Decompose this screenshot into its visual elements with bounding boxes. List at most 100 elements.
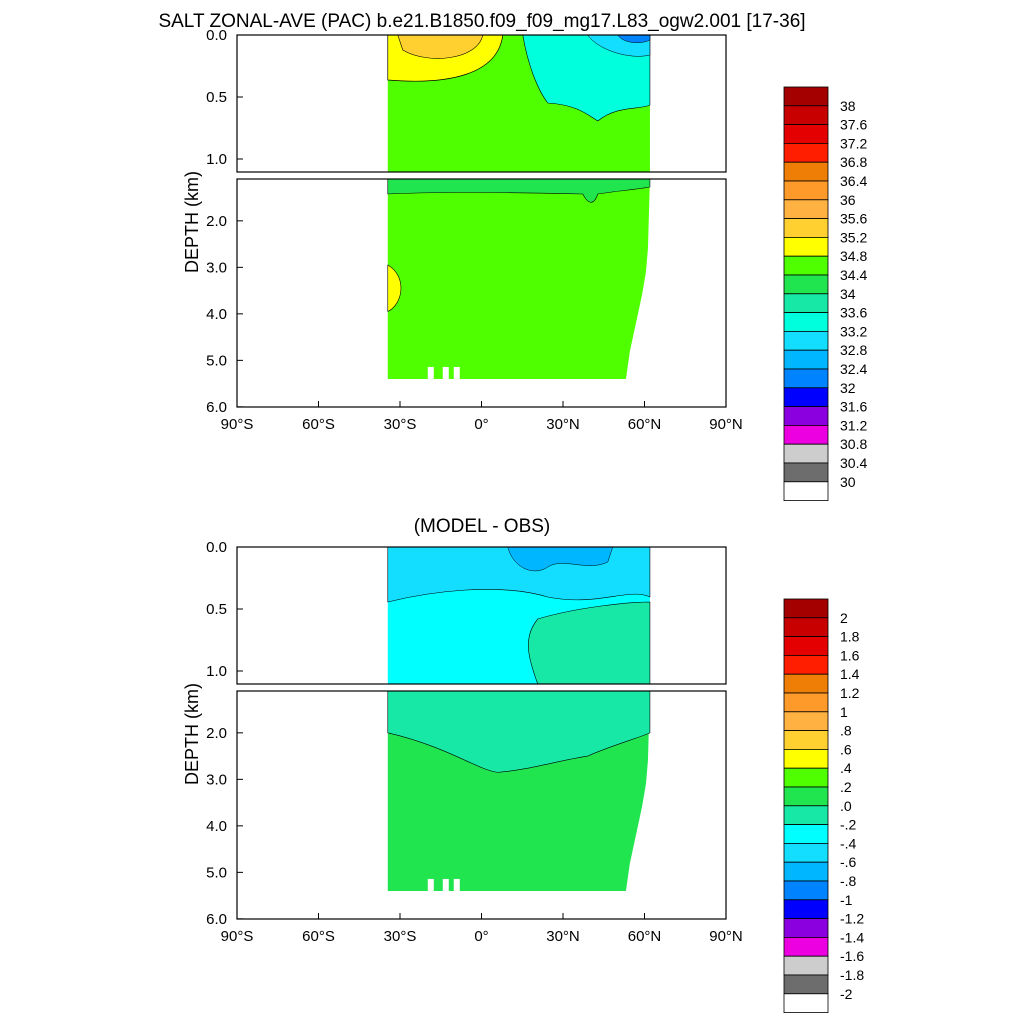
upper-panel-frame — [236, 34, 727, 173]
colorbar-swatch — [783, 236, 829, 257]
colorbar-label: 36 — [840, 192, 856, 208]
xtick-label: 90°N — [709, 928, 743, 945]
colorbar-swatch — [783, 598, 829, 619]
upper-panel-frame — [236, 546, 727, 685]
colorbar-label: 31.2 — [840, 417, 867, 433]
colorbar-label: 32 — [840, 380, 856, 396]
colorbar-label: 37.6 — [840, 117, 867, 133]
anomaly-neg-core — [507, 547, 614, 572]
bathymetry-gap-0 — [427, 878, 434, 891]
colorbar-label: -2 — [840, 986, 853, 1002]
colorbar-swatch — [783, 349, 829, 370]
colorbar-label: 34.4 — [840, 267, 867, 283]
chart-model-minus-obs: (MODEL - OBS)0.00.51.02.03.04.05.06.0DEP… — [182, 516, 864, 1013]
ytick-label: 5.0 — [206, 352, 227, 369]
colorbar-label: -1.8 — [840, 967, 864, 983]
xtick-label: 60°N — [628, 928, 662, 945]
colorbar-label: .8 — [840, 723, 852, 739]
xtick-label: 60°N — [628, 416, 662, 433]
upper-panel-fill — [387, 35, 651, 172]
colorbar-label: 37.2 — [840, 135, 867, 151]
colorbar-label: .4 — [840, 760, 852, 776]
colorbar-swatch — [783, 673, 829, 694]
colorbar-label: 36.8 — [840, 154, 867, 170]
colorbar-swatch — [783, 312, 829, 332]
colorbar-swatch — [783, 899, 829, 919]
ytick-label: 1.0 — [206, 151, 227, 168]
colorbar-swatch — [783, 861, 829, 882]
colorbar-label: 35.2 — [840, 229, 867, 245]
colorbar-swatch — [783, 142, 829, 163]
colorbar-swatch — [783, 730, 829, 750]
colorbar-swatch — [783, 293, 829, 313]
chart-salt-zonal-ave: 0.0 0.5 1.0 2.0 3.0 4.0 5.0 6.0 DEPTH (km) 90°S 60… — [182, 27, 867, 501]
colorbar-swatch — [783, 255, 829, 276]
colorbar-label: .2 — [840, 779, 852, 795]
colorbar-label: -1.4 — [840, 929, 864, 945]
colorbar-swatch — [783, 824, 829, 844]
ytick-label: 6.0 — [206, 911, 227, 928]
colorbar-swatch — [783, 424, 829, 445]
colorbar-label: 34.8 — [840, 248, 867, 264]
bathymetry-gap-2 — [453, 366, 460, 379]
colorbar-swatch — [783, 161, 829, 182]
lower-panel-fill — [387, 691, 651, 891]
colorbar-label: 34 — [840, 286, 856, 302]
colorbar-label: .0 — [840, 798, 852, 814]
colorbar-label: -1.6 — [840, 948, 864, 964]
colorbar-swatch — [783, 955, 829, 976]
colorbar-swatch — [783, 655, 829, 675]
basin-fill-lower — [387, 179, 650, 379]
colorbar-swatch — [783, 124, 829, 144]
lower-panel-fill — [387, 179, 651, 379]
colorbar-label: 1.8 — [840, 629, 860, 645]
ytick-label: 0.5 — [206, 601, 227, 618]
xtick-label: 60°S — [302, 416, 335, 433]
colorbar-swatch — [783, 406, 829, 426]
colorbar-label: .6 — [840, 741, 852, 757]
bathymetry-gap-0 — [427, 366, 434, 379]
colorbar-swatch — [783, 636, 829, 656]
colorbar-label: -.8 — [840, 873, 857, 889]
y-axis-label: DEPTH (km) — [182, 683, 202, 785]
bathymetry-gap-2 — [453, 878, 460, 891]
xtick-label: 30°N — [546, 928, 580, 945]
ytick-label: 5.0 — [206, 864, 227, 881]
xtick-label: 0° — [474, 928, 488, 945]
colorbar-swatch — [783, 711, 829, 731]
ytick-label: 4.0 — [206, 306, 227, 323]
upper-panel-fill — [387, 547, 651, 684]
xtick-label: 30°S — [384, 928, 417, 945]
ytick-label: 0.0 — [206, 27, 227, 44]
colorbar-swatch — [783, 199, 829, 220]
ytick-label: 0.5 — [206, 89, 227, 106]
colorbar-swatch — [783, 880, 829, 901]
colorbar-label: 32.4 — [840, 361, 867, 377]
anomaly-neg-deep — [387, 691, 651, 773]
colorbar-label: -.2 — [840, 817, 857, 833]
colorbar-swatch — [783, 993, 829, 1013]
ytick-label: 2.0 — [206, 725, 227, 742]
colorbar-label: 31.6 — [840, 399, 867, 415]
y-axis-label: DEPTH (km) — [182, 171, 202, 273]
xtick-label: 60°S — [302, 928, 335, 945]
xtick-label: 30°S — [384, 416, 417, 433]
ytick-label: 1.0 — [206, 663, 227, 680]
colorbar-swatch — [783, 749, 829, 769]
colorbar-swatch — [783, 86, 829, 107]
colorbar-label: 32.8 — [840, 342, 867, 358]
colorbar-label: 2 — [840, 610, 848, 626]
ytick-label: 4.0 — [206, 818, 227, 835]
colorbar-swatch — [783, 843, 829, 863]
ytick-label: 6.0 — [206, 399, 227, 416]
colorbar-label: 33.2 — [840, 323, 867, 339]
colorbar-swatch — [783, 105, 829, 126]
colorbar-swatch — [783, 786, 829, 807]
bathymetry-gap-1 — [442, 878, 449, 891]
colorbar-label: -.6 — [840, 854, 857, 870]
colorbar-swatch — [783, 767, 829, 788]
ytick-label: 0.0 — [206, 539, 227, 556]
colorbar-swatch — [783, 443, 829, 464]
bathymetry-gap-1 — [442, 366, 449, 379]
